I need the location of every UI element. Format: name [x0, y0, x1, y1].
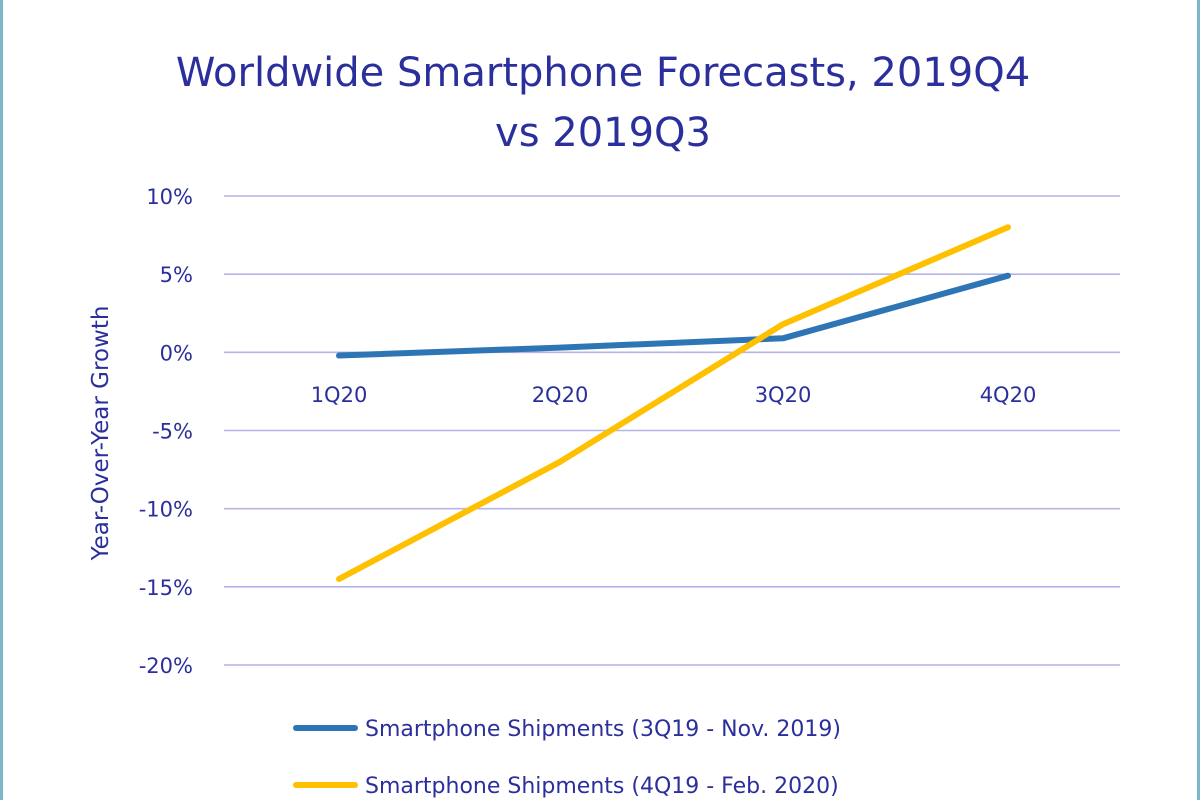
x-category-label: 2Q20	[532, 383, 589, 407]
y-tick-label: -10%	[139, 498, 193, 522]
x-category-label: 1Q20	[311, 383, 368, 407]
y-tick-label: -20%	[139, 654, 193, 678]
y-axis-ticks: 10% 5% 0% -5% -10% -15% -20%	[139, 185, 193, 678]
y-tick-label: -5%	[152, 420, 193, 444]
y-tick-label: 0%	[160, 341, 193, 365]
y-tick-label: -15%	[139, 576, 193, 600]
x-category-label: 4Q20	[980, 383, 1037, 407]
y-tick-label: 10%	[146, 185, 193, 209]
y-axis-label: Year-Over-Year Growth	[88, 306, 114, 562]
gridlines	[224, 195, 1120, 666]
legend-entry-label: Smartphone Shipments (4Q19 - Feb. 2020)	[365, 774, 839, 799]
series-line-2	[336, 224, 1011, 582]
y-tick-label: 5%	[160, 263, 193, 287]
x-axis-categories: 1Q20 2Q20 3Q20 4Q20	[311, 383, 1037, 407]
legend: Smartphone Shipments (3Q19 - Nov. 2019) S…	[293, 717, 841, 799]
chart-title-line-1: Worldwide Smartphone Forecasts, 2019Q4	[175, 50, 1031, 96]
chart-title-line-2: vs 2019Q3	[495, 110, 711, 156]
legend-entry-label: Smartphone Shipments (3Q19 - Nov. 2019)	[365, 717, 841, 742]
x-category-label: 3Q20	[755, 383, 812, 407]
series-line-1	[336, 272, 1011, 359]
series-lines	[336, 224, 1011, 582]
